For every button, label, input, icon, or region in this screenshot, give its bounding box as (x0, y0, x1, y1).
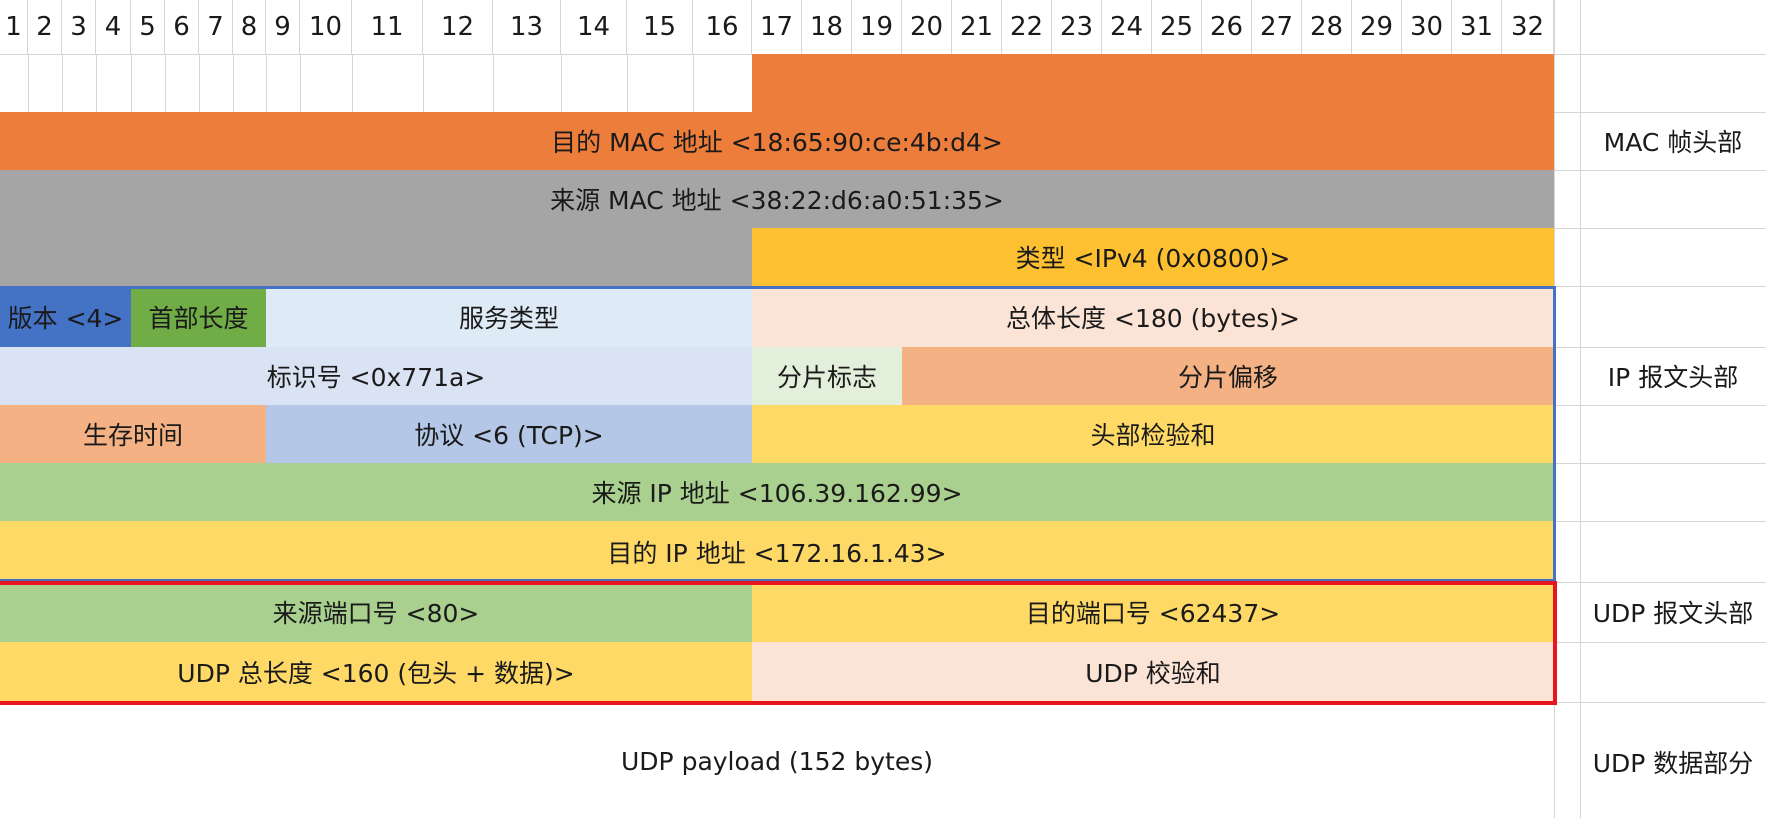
right-column-divider-inner (1580, 0, 1581, 818)
bit-number-24: 24 (1102, 0, 1152, 54)
ip-frag-offset-field: 分片偏移 (902, 347, 1554, 405)
right-row-line-3 (1554, 170, 1766, 171)
bit-number-14: 14 (561, 0, 627, 54)
grid-vline (352, 54, 353, 112)
right-row-line-5 (1554, 286, 1766, 287)
right-row-line-4 (1554, 228, 1766, 229)
grid-vline (423, 54, 424, 112)
grid-vline (96, 54, 97, 112)
ip-protocol-field: 协议 <6 (TCP)> (266, 405, 752, 463)
grid-vline (493, 54, 494, 112)
bit-number-31: 31 (1452, 0, 1502, 54)
grid-vline (199, 54, 200, 112)
udp-payload-field: UDP payload (152 bytes) (0, 705, 1554, 818)
right-row-line-1 (1554, 54, 1766, 55)
bit-number-10: 10 (300, 0, 352, 54)
udp-checksum-field: UDP 校验和 (752, 642, 1554, 702)
section-label-ip-header: IP 报文头部 (1607, 363, 1739, 392)
bit-number-2: 2 (28, 0, 62, 54)
bit-number-23: 23 (1052, 0, 1102, 54)
right-row-line-12 (1554, 702, 1766, 703)
bit-number-19: 19 (852, 0, 902, 54)
bit-number-12: 12 (423, 0, 493, 54)
bit-number-18: 18 (802, 0, 852, 54)
right-row-line-8 (1554, 463, 1766, 464)
bit-number-27: 27 (1252, 0, 1302, 54)
right-row-line-2 (1554, 112, 1766, 113)
section-label-udp-data: UDP 数据部分 (1592, 748, 1754, 778)
grid-vline (627, 54, 628, 112)
bit-number-28: 28 (1302, 0, 1352, 54)
right-row-line-6 (1554, 347, 1766, 348)
bit-number-32: 32 (1502, 0, 1554, 54)
right-row-line-9 (1554, 521, 1766, 522)
ip-total-length-field: 总体长度 <180 (bytes)> (752, 286, 1554, 347)
udp-length-field: UDP 总长度 <160 (包头 + 数据)> (0, 642, 752, 702)
bit-number-13: 13 (493, 0, 561, 54)
grid-vline (28, 54, 29, 112)
section-label-udp-header: UDP 报文头部 (1592, 599, 1754, 628)
bit-number-20: 20 (902, 0, 952, 54)
bit-number-26: 26 (1202, 0, 1252, 54)
grid-vline (233, 54, 234, 112)
bit-number-29: 29 (1352, 0, 1402, 54)
bit-number-21: 21 (952, 0, 1002, 54)
ip-header-checksum-field: 头部检验和 (752, 405, 1554, 463)
grid-vline (266, 54, 267, 112)
ip-tos-field: 服务类型 (266, 286, 752, 347)
bit-number-7: 7 (199, 0, 233, 54)
right-row-line-7 (1554, 405, 1766, 406)
src-mac-field: 来源 MAC 地址 <38:22:d6:a0:51:35> (0, 170, 1554, 228)
udp-src-port-field: 来源端口号 <80> (0, 582, 752, 642)
bit-number-1: 1 (0, 0, 28, 54)
bit-number-5: 5 (131, 0, 165, 54)
bit-number-25: 25 (1152, 0, 1202, 54)
grid-vline (561, 54, 562, 112)
grid-vline (693, 54, 694, 112)
src-mac-tail-fill (0, 228, 752, 286)
ip-flags-field: 分片标志 (752, 347, 902, 405)
bit-number-30: 30 (1402, 0, 1452, 54)
grid-vline (300, 54, 301, 112)
grid-vline (165, 54, 166, 112)
bit-number-9: 9 (266, 0, 300, 54)
grid-vline (62, 54, 63, 112)
bit-number-17: 17 (752, 0, 802, 54)
bit-number-4: 4 (96, 0, 131, 54)
udp-dst-port-field: 目的端口号 <62437> (752, 582, 1554, 642)
bit-number-3: 3 (62, 0, 96, 54)
ip-src-address-field: 来源 IP 地址 <106.39.162.99> (0, 463, 1554, 521)
bit-number-16: 16 (693, 0, 752, 54)
right-row-line-11 (1554, 642, 1766, 643)
ip-ttl-field: 生存时间 (0, 405, 266, 463)
bit-number-6: 6 (165, 0, 199, 54)
bit-number-8: 8 (233, 0, 266, 54)
section-label-mac-header: MAC 帧头部 (1603, 128, 1743, 157)
ip-dst-address-field: 目的 IP 地址 <172.16.1.43> (0, 521, 1554, 582)
ip-version-field: 版本 <4> (0, 286, 131, 347)
grid-vline (131, 54, 132, 112)
dst-mac-top-fill (752, 54, 1554, 112)
eth-type-field: 类型 <IPv4 (0x0800)> (752, 228, 1554, 286)
bit-number-15: 15 (627, 0, 693, 54)
ip-ihl-field: 首部长度 (131, 286, 266, 347)
right-row-line-10 (1554, 582, 1766, 583)
ip-identification-field: 标识号 <0x771a> (0, 347, 752, 405)
bit-number-11: 11 (352, 0, 423, 54)
right-column-divider-outer (1554, 0, 1555, 818)
bit-number-22: 22 (1002, 0, 1052, 54)
dst-mac-field: 目的 MAC 地址 <18:65:90:ce:4b:d4> (0, 112, 1554, 170)
